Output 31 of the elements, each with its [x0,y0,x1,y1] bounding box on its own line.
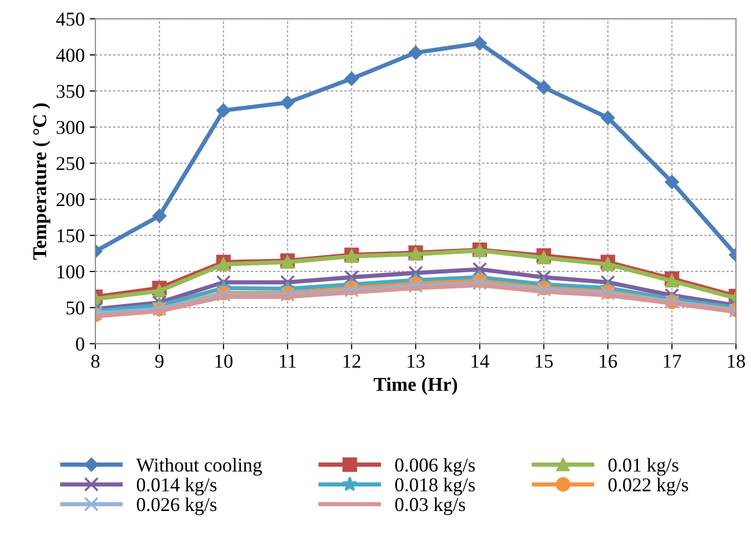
x-tick-label: 11 [280,354,296,368]
x-tick-label: 17 [664,354,682,368]
y-tick-label: 350 [56,84,84,98]
legend-label: 0.006 kg/s [395,458,475,476]
legend-label: 0.03 kg/s [395,497,466,516]
x-tick-label: 18 [728,354,745,368]
legend-label: 0.026 kg/s [136,497,216,516]
x-tick-label: 13 [408,354,425,368]
x-tick-label: 8 [91,354,100,368]
y-axis-title: Temperature ( °C ) [32,103,50,260]
x-tick-label: 12 [344,354,360,368]
x-axis-title: Time (Hr) [374,377,458,395]
y-tick-label: 100 [58,265,84,278]
legend-label: Without cooling [136,458,262,476]
x-tick-label: 16 [600,354,617,368]
x-tick-label: 9 [155,354,164,368]
legend-label: 0.022 kg/s [608,478,688,496]
x-tick-label: 15 [536,354,553,368]
y-tick-label: 300 [56,120,84,134]
x-tick-label: 14 [472,354,490,368]
legend-label: 0.018 kg/s [395,478,475,496]
y-tick-label: 0 [76,337,84,351]
x-tick-label: 10 [215,354,232,368]
y-tick-label: 50 [66,301,84,315]
y-tick-label: 200 [56,193,84,206]
y-tick-label: 250 [56,157,84,170]
legend-label: 0.01 kg/s [608,458,678,476]
y-tick-label: 150 [58,229,84,242]
legend-label: 0.014 kg/s [136,478,216,496]
y-tick-label: 450 [56,12,84,26]
y-tick-label: 400 [56,48,84,62]
